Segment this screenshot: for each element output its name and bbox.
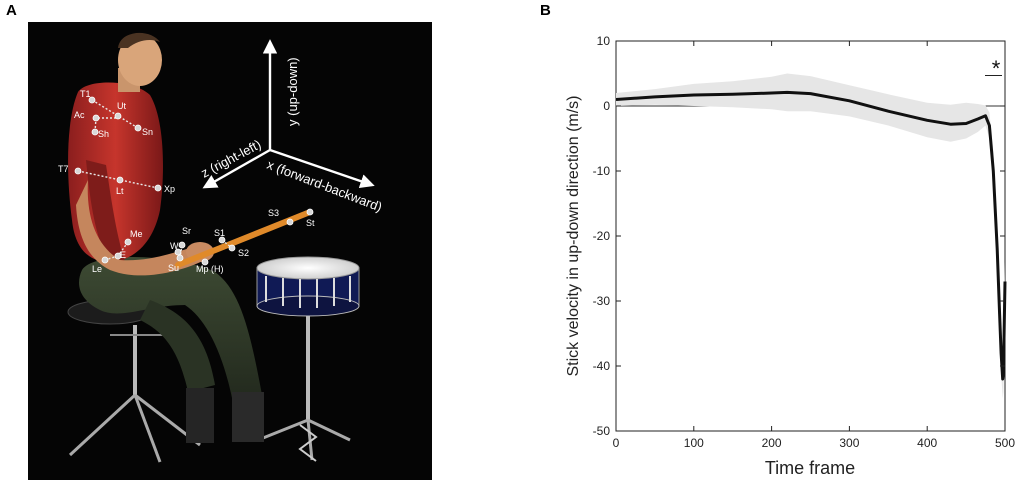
panel-label-b: B (540, 2, 551, 19)
drummer-legs (79, 257, 264, 443)
drummer-head (118, 32, 162, 92)
mean-velocity-line (615, 90, 1007, 381)
x-tick-label: 100 (684, 436, 704, 450)
y-tick-label: -20 (593, 229, 611, 243)
marker-label-sn: Sn (142, 127, 153, 137)
marker-label-me: Me (130, 229, 143, 239)
snare-stand (257, 315, 351, 462)
drummer-figure: T1 Ut Ac Sh Sn T7 Lt Xp Me E Le Sr W Su … (28, 22, 432, 480)
panel-label-a: A (6, 2, 17, 19)
marker-label-su: Su (168, 263, 179, 273)
marker-label-s3: S3 (268, 208, 279, 218)
axis-label-y: y (up-down) (285, 57, 300, 126)
x-tick-label: 200 (762, 436, 782, 450)
marker-label-ut: Ut (117, 101, 126, 111)
marker-label-w: W (170, 241, 179, 251)
x-tick-label: 500 (995, 436, 1015, 450)
y-tick-label: 0 (603, 99, 610, 113)
x-axis-label: Time frame (765, 458, 855, 478)
marker-label-mp: Mp (H) (196, 264, 224, 274)
x-tick-label: 300 (839, 436, 859, 450)
y-axis-label: Stick velocity in up-down direction (m/s… (565, 96, 582, 377)
coordinate-axes (202, 39, 375, 189)
y-tick-label: -30 (593, 294, 611, 308)
marker-label-le: Le (92, 264, 102, 274)
marker-label-xp: Xp (164, 184, 175, 194)
sd-band (616, 73, 1005, 399)
marker-label-e: E (120, 250, 126, 260)
marker-label-s1: S1 (214, 228, 225, 238)
significance-asterisk: * (992, 56, 1001, 81)
marker-label-sr: Sr (182, 226, 191, 236)
marker-label-ac: Ac (74, 110, 85, 120)
marker-label-t7: T7 (58, 164, 69, 174)
marker-label-lt: Lt (116, 186, 124, 196)
snare-drum (256, 256, 360, 317)
y-tick-label: -50 (593, 424, 611, 438)
y-tick-label: -10 (593, 164, 611, 178)
x-tick-label: 0 (613, 436, 620, 450)
marker-label-sh: Sh (98, 129, 109, 139)
y-tick-label: 10 (597, 34, 611, 48)
marker-label-st: St (306, 218, 315, 228)
y-tick-label: -40 (593, 359, 611, 373)
marker-points (74, 96, 314, 266)
marker-label-t1: T1 (80, 89, 91, 99)
x-tick-label: 400 (917, 436, 937, 450)
marker-label-s2: S2 (238, 248, 249, 258)
